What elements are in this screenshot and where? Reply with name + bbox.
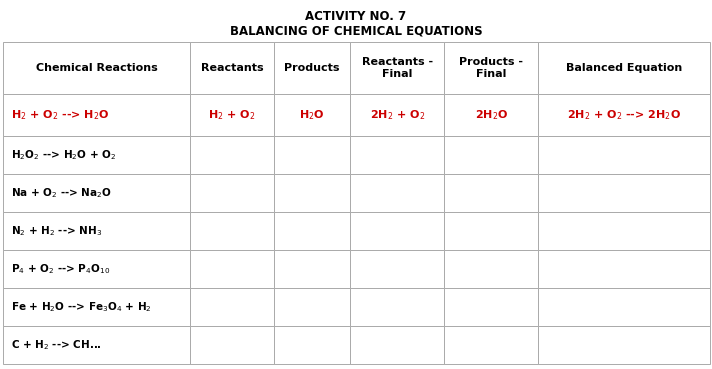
Bar bbox=[190, 212, 274, 250]
Bar bbox=[444, 326, 538, 364]
Bar bbox=[350, 326, 444, 364]
Bar bbox=[190, 174, 274, 212]
Text: 2H$_2$O: 2H$_2$O bbox=[474, 108, 508, 122]
Bar bbox=[190, 136, 274, 174]
Bar bbox=[190, 288, 274, 326]
Bar bbox=[444, 136, 538, 174]
Text: Balanced Equation: Balanced Equation bbox=[566, 63, 682, 73]
Bar bbox=[538, 326, 710, 364]
Text: ACTIVITY NO. 7: ACTIVITY NO. 7 bbox=[305, 10, 407, 23]
Text: H$_2$O$_2$ --> H$_2$O + O$_2$: H$_2$O$_2$ --> H$_2$O + O$_2$ bbox=[11, 148, 116, 162]
Text: BALANCING OF CHEMICAL EQUATIONS: BALANCING OF CHEMICAL EQUATIONS bbox=[230, 24, 482, 37]
Bar bbox=[3, 250, 190, 288]
Text: Products -
Final: Products - Final bbox=[459, 57, 523, 79]
Bar bbox=[350, 136, 444, 174]
Bar bbox=[350, 250, 444, 288]
Text: Reactants -
Final: Reactants - Final bbox=[362, 57, 433, 79]
Bar bbox=[350, 174, 444, 212]
Bar bbox=[538, 212, 710, 250]
Text: H$_2$ + O$_2$: H$_2$ + O$_2$ bbox=[209, 108, 256, 122]
Bar bbox=[274, 326, 350, 364]
Bar bbox=[538, 250, 710, 288]
Bar bbox=[3, 174, 190, 212]
Bar bbox=[350, 212, 444, 250]
Bar bbox=[190, 42, 274, 94]
Text: Fe + H$_2$O --> Fe$_3$O$_4$ + H$_2$: Fe + H$_2$O --> Fe$_3$O$_4$ + H$_2$ bbox=[11, 300, 152, 314]
Bar bbox=[274, 136, 350, 174]
Text: C + H$_2$ --> CH...: C + H$_2$ --> CH... bbox=[11, 338, 102, 352]
Bar bbox=[444, 174, 538, 212]
Bar bbox=[350, 42, 444, 94]
Bar bbox=[350, 288, 444, 326]
Bar bbox=[444, 212, 538, 250]
Bar bbox=[3, 136, 190, 174]
Bar bbox=[3, 326, 190, 364]
Text: H$_2$O: H$_2$O bbox=[299, 108, 325, 122]
Bar bbox=[190, 250, 274, 288]
Bar bbox=[444, 250, 538, 288]
Bar bbox=[538, 42, 710, 94]
Bar bbox=[444, 94, 538, 136]
Bar bbox=[190, 94, 274, 136]
Bar bbox=[3, 288, 190, 326]
Text: 2H$_2$ + O$_2$: 2H$_2$ + O$_2$ bbox=[370, 108, 425, 122]
Bar bbox=[274, 212, 350, 250]
Text: P$_4$ + O$_2$ --> P$_4$O$_{10}$: P$_4$ + O$_2$ --> P$_4$O$_{10}$ bbox=[11, 262, 110, 276]
Text: N$_2$ + H$_2$ --> NH$_3$: N$_2$ + H$_2$ --> NH$_3$ bbox=[11, 224, 102, 238]
Bar bbox=[350, 94, 444, 136]
Text: H$_2$ + O$_2$ --> H$_2$O: H$_2$ + O$_2$ --> H$_2$O bbox=[11, 108, 110, 122]
Bar bbox=[538, 174, 710, 212]
Text: 2H$_2$ + O$_2$ --> 2H$_2$O: 2H$_2$ + O$_2$ --> 2H$_2$O bbox=[567, 108, 681, 122]
Text: Reactants: Reactants bbox=[201, 63, 263, 73]
Bar bbox=[274, 288, 350, 326]
Text: Na + O$_2$ --> Na$_2$O: Na + O$_2$ --> Na$_2$O bbox=[11, 186, 112, 200]
Bar bbox=[444, 288, 538, 326]
Bar bbox=[274, 250, 350, 288]
Bar bbox=[274, 174, 350, 212]
Bar bbox=[274, 42, 350, 94]
Bar bbox=[190, 326, 274, 364]
Bar bbox=[538, 136, 710, 174]
Bar bbox=[274, 94, 350, 136]
Text: Products: Products bbox=[284, 63, 340, 73]
Bar bbox=[538, 94, 710, 136]
Bar bbox=[3, 212, 190, 250]
Bar bbox=[3, 94, 190, 136]
Bar bbox=[444, 42, 538, 94]
Text: Chemical Reactions: Chemical Reactions bbox=[36, 63, 157, 73]
Bar bbox=[538, 288, 710, 326]
Bar bbox=[3, 42, 190, 94]
